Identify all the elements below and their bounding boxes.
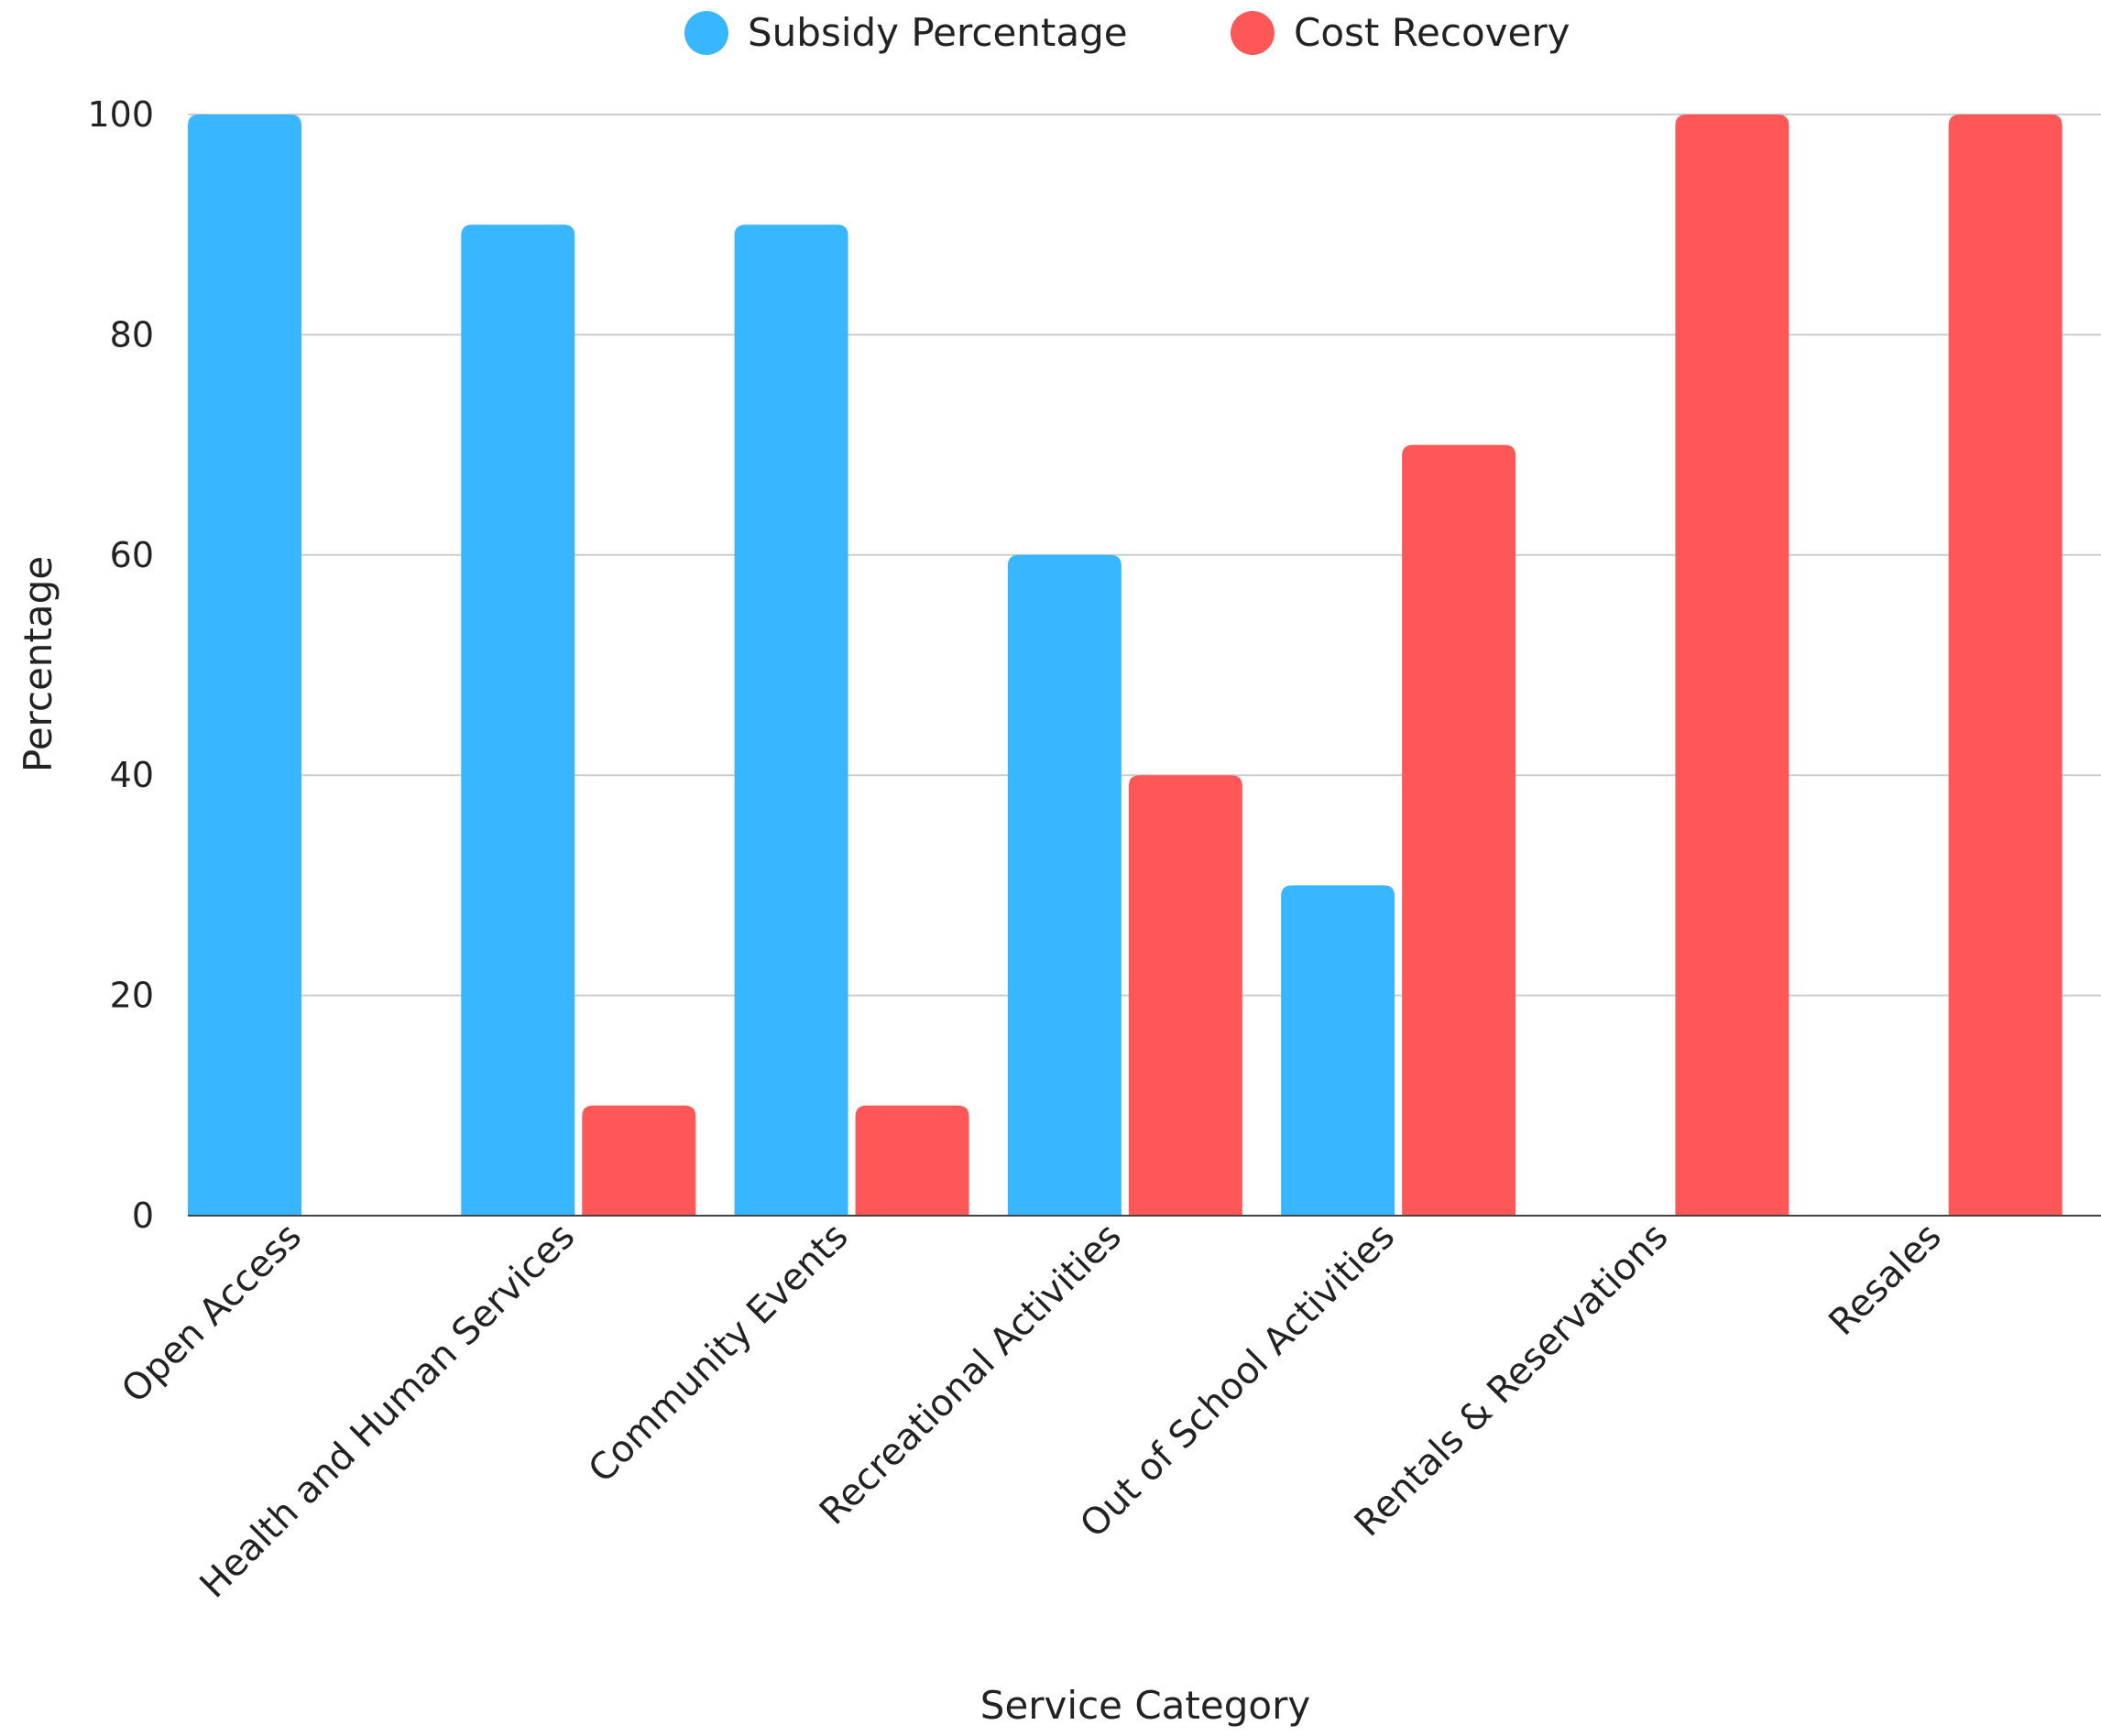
x-tick-label: Out of School Activities [1072, 1216, 1403, 1546]
legend-marker-subsidy [684, 11, 728, 55]
legend-label-subsidy: Subsidy Percentage [748, 10, 1128, 55]
legend-label-cost-recovery: Cost Recovery [1294, 10, 1570, 55]
y-axis-title: Percentage [16, 556, 60, 772]
y-tick-label: 40 [110, 755, 154, 795]
legend-marker-cost-recovery [1231, 11, 1275, 55]
y-axis-ticks: 0 20 40 60 80 100 [87, 94, 154, 1236]
bar-subsidy-2 [734, 224, 848, 1217]
y-tick-label: 80 [110, 314, 154, 355]
bar-cost-recovery-3 [1128, 775, 1242, 1216]
bar-cost-recovery-4 [1402, 444, 1516, 1217]
x-tick-label: Open Access [114, 1216, 310, 1412]
bars [188, 115, 2063, 1217]
bar-subsidy-3 [1007, 554, 1122, 1216]
bar-subsidy-4 [1281, 885, 1395, 1216]
x-axis-title: Service Category [980, 1683, 1310, 1728]
x-tick-label: Resales [1821, 1216, 1949, 1344]
x-tick-label: Rentals & Reservations [1347, 1216, 1677, 1545]
bar-cost-recovery-6 [1948, 115, 2063, 1216]
bar-subsidy-1 [461, 224, 575, 1217]
y-tick-label: 20 [110, 976, 154, 1016]
x-tick-label: Community Events [581, 1216, 857, 1491]
x-tick-label: Recreational Activities [812, 1216, 1130, 1534]
bar-subsidy-0 [188, 115, 301, 1216]
y-tick-label: 60 [110, 535, 154, 575]
bar-cost-recovery-1 [582, 1105, 696, 1216]
y-tick-label: 0 [132, 1196, 154, 1236]
chart-legend: Subsidy Percentage Cost Recovery [684, 10, 1570, 55]
bar-cost-recovery-5 [1675, 115, 1789, 1216]
y-tick-label: 100 [87, 94, 154, 135]
bar-cost-recovery-2 [855, 1105, 969, 1216]
